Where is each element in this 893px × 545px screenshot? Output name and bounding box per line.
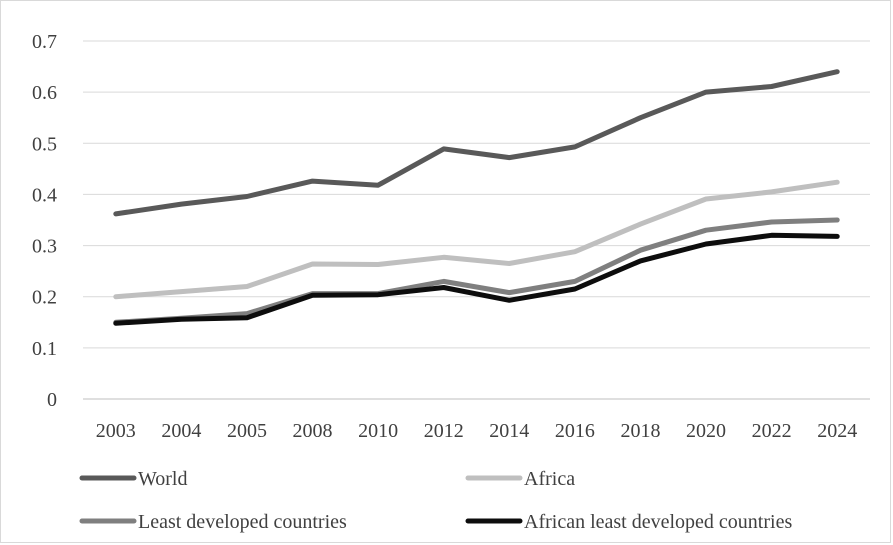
x-tick-label: 2024 (817, 420, 857, 442)
y-tick-label: 0.1 (32, 338, 57, 360)
series-line-4 (113, 232, 840, 326)
series-line-1 (113, 69, 840, 217)
legend-label: Africa (524, 468, 575, 490)
y-tick-label: 0.6 (32, 82, 57, 104)
x-tick-label: 2005 (227, 420, 267, 442)
x-tick-label: 2008 (293, 420, 333, 442)
y-tick-label: 0 (47, 389, 57, 411)
axes: 0 0.1 0.2 0.3 0.4 0.5 0.6 0.7 2003 2004 2005 2008 20… (32, 31, 857, 442)
y-tick-label: 0.3 (32, 236, 57, 258)
legend-label: African least developed countries (524, 511, 792, 533)
x-tick-label: 2018 (620, 420, 660, 442)
legend: World Africa Least developed countries Afri… (79, 468, 792, 533)
gridlines (83, 40, 870, 400)
series-lines (113, 69, 840, 326)
x-tick-label: 2016 (555, 420, 595, 442)
legend-label: World (138, 468, 188, 490)
y-tick-label: 0.7 (32, 31, 57, 53)
series-line-3 (113, 217, 840, 325)
x-tick-label: 2004 (161, 420, 201, 442)
x-tick-label: 2003 (96, 420, 136, 442)
x-tick-label: 2012 (424, 420, 464, 442)
x-tick-label: 2014 (489, 420, 529, 442)
legend-label: Least developed countries (138, 511, 347, 533)
x-tick-label: 2022 (752, 420, 792, 442)
y-tick-label: 0.5 (32, 133, 57, 155)
x-tick-label: 2020 (686, 420, 726, 442)
series-line-2 (113, 179, 840, 300)
y-tick-label: 0.2 (32, 287, 57, 309)
x-tick-label: 2010 (358, 420, 398, 442)
y-tick-label: 0.4 (32, 184, 57, 206)
